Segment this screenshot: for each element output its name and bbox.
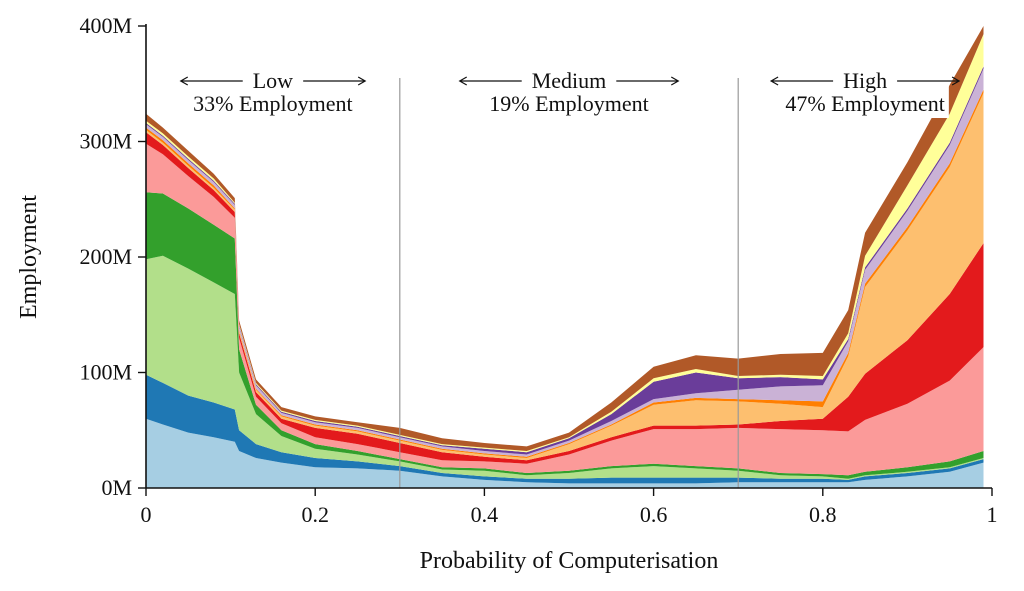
left-arrow-icon [179, 76, 243, 86]
x-tick-label: 0 [141, 502, 152, 527]
x-tick-label: 0.2 [301, 502, 329, 527]
region-share: 47% Employment [785, 91, 944, 116]
x-axis-ticks: 0 0.2 0.4 0.6 0.8 1 [141, 488, 998, 527]
area-series-layer [146, 26, 984, 488]
right-arrow-icon [897, 76, 961, 86]
region-share: 33% Employment [193, 91, 352, 116]
area-series-1 [146, 418, 984, 488]
region-name: High [843, 68, 887, 93]
region-label-background [485, 66, 653, 118]
x-tick-label: 0.6 [640, 502, 668, 527]
y-tick-label: 300M [79, 129, 132, 154]
y-tick-label: 400M [79, 13, 132, 38]
y-tick-label: 0M [101, 475, 132, 500]
y-tick-label: 200M [79, 244, 132, 269]
region-name: Low [253, 68, 293, 93]
left-arrow-icon [458, 76, 522, 86]
region-label-background [781, 66, 949, 118]
y-axis-title: Employment [16, 195, 42, 319]
y-axis-ticks: 0M 100M 200M 300M 400M [79, 13, 146, 500]
y-tick-label: 100M [79, 360, 132, 385]
region-share: 19% Employment [489, 91, 648, 116]
region-boundaries [399, 78, 739, 488]
right-arrow-icon [616, 76, 680, 86]
region-name: Medium [532, 68, 607, 93]
region-label-background [189, 66, 357, 118]
area-series-5 [146, 143, 984, 476]
x-tick-label: 1 [987, 502, 998, 527]
left-arrow-icon [769, 76, 834, 86]
x-axis-title: Probability of Computerisation [420, 548, 719, 574]
right-arrow-icon [303, 76, 367, 86]
x-tick-label: 0.4 [471, 502, 499, 527]
axes [145, 24, 992, 489]
x-tick-label: 0.8 [809, 502, 837, 527]
